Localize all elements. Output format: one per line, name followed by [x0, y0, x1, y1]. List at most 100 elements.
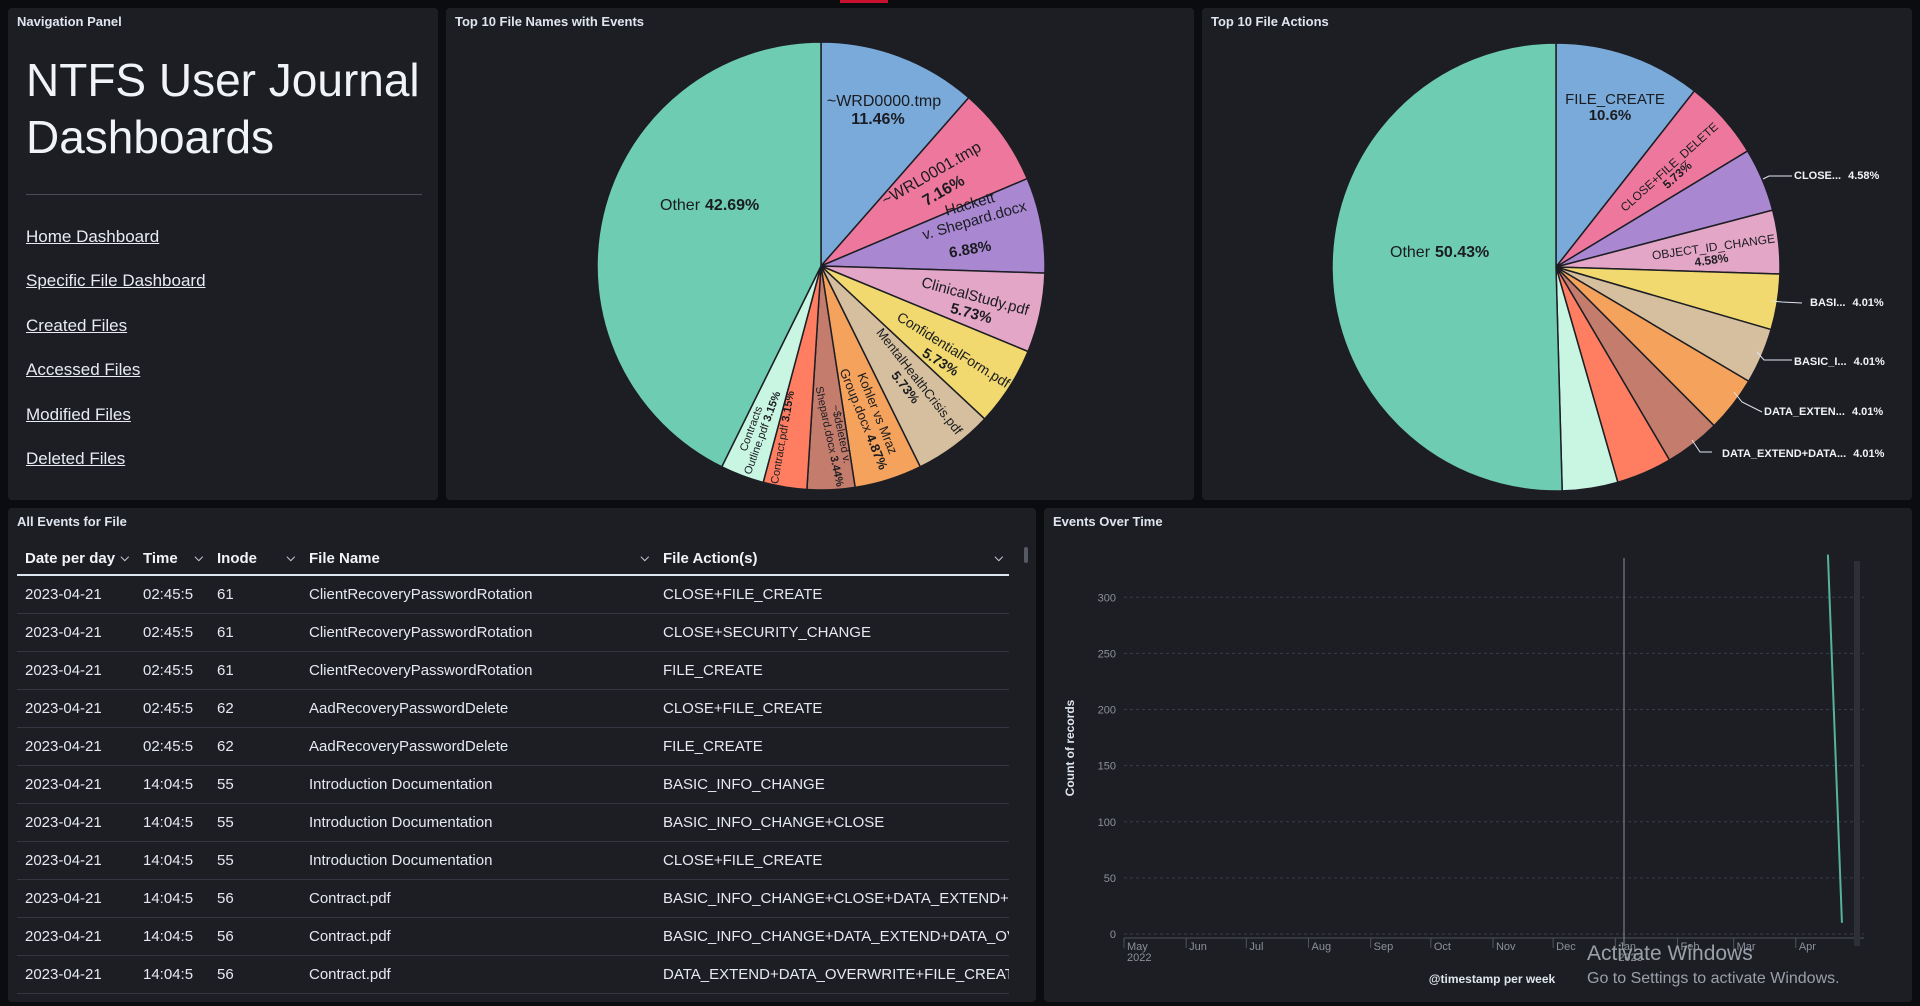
- table-row[interactable]: 2023-04-21 14:04:5 55 Introduction Document…: [17, 803, 1009, 842]
- cell-time: 14:04:5: [135, 765, 209, 804]
- panel-title: Events Over Time: [1053, 514, 1163, 529]
- table-row[interactable]: 2023-04-21 14:04:5 56 Contract.pdf BASIC_INF…: [17, 917, 1009, 956]
- slice-pct-wrd0000: 11.46%: [851, 111, 904, 128]
- outside-label-close: CLOSE... 4.58%: [1794, 170, 1880, 182]
- nav-link-accessed-files[interactable]: Accessed Files: [26, 360, 141, 380]
- outside-label-data-exten: DATA_EXTEN... 4.01%: [1764, 406, 1883, 418]
- column-header-file-name[interactable]: File Name ⌵: [301, 543, 655, 576]
- x-tick-label: Sep: [1374, 941, 1394, 953]
- y-tick-label: 300: [1098, 592, 1116, 604]
- y-tick-label: 100: [1098, 817, 1116, 829]
- cell-inode: 61: [209, 613, 301, 652]
- events-table: Date per day ⌵ Time ⌵ Inode ⌵ File Name ⌵ Fi…: [17, 543, 1009, 994]
- pie-slice-other[interactable]: [1331, 42, 1563, 492]
- x-tick-label: Jun: [1189, 941, 1207, 953]
- cell-time: 02:45:5: [135, 651, 209, 690]
- panel-title: Top 10 File Names with Events: [455, 14, 645, 29]
- pie-slice-other[interactable]: [596, 41, 822, 468]
- file-names-pie-chart[interactable]: Other 42.69% ~WRD0000.tmp 11.46% ~WRL0001…: [446, 8, 1194, 500]
- chevron-down-icon[interactable]: ⌵: [640, 552, 649, 564]
- cell-inode: 56: [209, 879, 301, 918]
- cell-time: 14:04:5: [135, 917, 209, 956]
- table-row[interactable]: 2023-04-21 02:45:5 61 ClientRecoveryPasswor…: [17, 651, 1009, 690]
- x-tick-label: Jul: [1249, 941, 1263, 953]
- cell-file-action: CLOSE+FILE_CREATE: [655, 575, 1009, 614]
- file-actions-pie-chart[interactable]: Other 50.43% FILE_CREATE 10.6% CLOSE+FILE…: [1202, 8, 1912, 500]
- cell-date: 2023-04-21: [17, 765, 135, 804]
- cell-file-name: Introduction Documentation: [301, 841, 655, 880]
- y-tick-label: 0: [1110, 929, 1116, 941]
- table-row[interactable]: 2023-04-21 14:04:5 55 Introduction Document…: [17, 841, 1009, 880]
- events-table-wrapper: Date per day ⌵ Time ⌵ Inode ⌵ File Name ⌵ Fi…: [17, 543, 1017, 994]
- x-tick-label: Apr: [1799, 941, 1816, 953]
- slice-label-wrd0000: ~WRD0000.tmp: [827, 93, 941, 110]
- top-accent-bar: [840, 0, 888, 3]
- divider: [26, 194, 422, 195]
- column-header-date[interactable]: Date per day ⌵: [17, 543, 135, 576]
- slice-label-other: Other 42.69%: [660, 197, 759, 214]
- table-row[interactable]: 2023-04-21 14:04:5 56 Contract.pdf BASIC_INF…: [17, 879, 1009, 918]
- outside-label-basi: BASI... 4.01%: [1810, 297, 1884, 309]
- table-row[interactable]: 2023-04-21 14:04:5 55 Introduction Document…: [17, 765, 1009, 804]
- column-header-time[interactable]: Time ⌵: [135, 543, 209, 576]
- cell-time: 14:04:5: [135, 955, 209, 994]
- column-header-inode[interactable]: Inode ⌵: [209, 543, 301, 576]
- x-year-label: 2022: [1127, 952, 1151, 964]
- current-week-band: [1854, 561, 1860, 946]
- cell-time: 14:04:5: [135, 841, 209, 880]
- cell-date: 2023-04-21: [17, 955, 135, 994]
- nav-link-modified-files[interactable]: Modified Files: [26, 404, 131, 424]
- nav-link-home-dashboard[interactable]: Home Dashboard: [26, 227, 160, 246]
- pie-slice-wrl0001-tmp[interactable]: [820, 96, 1029, 267]
- file-actions-pie-panel: Top 10 File Actions Other 50.43% FILE_CRE…: [1202, 8, 1912, 500]
- x-tick-label: Oct: [1434, 941, 1451, 953]
- cell-date: 2023-04-21: [17, 651, 135, 690]
- dashboard-heading: NTFS User Journal Dashboards: [26, 54, 420, 163]
- x-tick-label: Mar: [1737, 941, 1756, 953]
- cell-inode: 56: [209, 955, 301, 994]
- series-line[interactable]: [1826, 554, 1843, 923]
- table-scrollbar[interactable]: [1024, 547, 1028, 563]
- x-tick-label: Nov: [1496, 941, 1516, 953]
- cell-file-name: Contract.pdf: [301, 955, 655, 994]
- cell-file-action: BASIC_INFO_CHANGE+CLOSE: [655, 803, 1009, 842]
- cell-inode: 61: [209, 651, 301, 690]
- outside-label-basic-i: BASIC_I... 4.01%: [1794, 356, 1885, 368]
- cell-date: 2023-04-21: [17, 689, 135, 728]
- chevron-down-icon[interactable]: ⌵: [994, 552, 1003, 564]
- slice-label-file-create: FILE_CREATE: [1565, 91, 1665, 108]
- cell-file-action: DATA_EXTEND+DATA_OVERWRITE+FILE_CREATE: [655, 955, 1009, 994]
- x-tick-label: Feb: [1680, 941, 1699, 953]
- slice-pct-object-id: 4.58%: [1694, 251, 1730, 270]
- cell-inode: 61: [209, 575, 301, 614]
- activate-windows-title: Activate Windows: [1587, 942, 1753, 965]
- panel-title: Top 10 File Actions: [1211, 14, 1329, 29]
- chevron-down-icon[interactable]: ⌵: [194, 552, 203, 564]
- pie-slice-file-create[interactable]: [1555, 42, 1696, 270]
- nav-link-deleted-files[interactable]: Deleted Files: [26, 448, 126, 468]
- pie-slice-wrd0000-tmp[interactable]: [820, 41, 970, 268]
- chevron-down-icon[interactable]: ⌵: [286, 552, 295, 564]
- nav-link-specific-file-dashboard[interactable]: Specific File Dashboard: [26, 271, 206, 291]
- table-row[interactable]: 2023-04-21 02:45:5 61 ClientRecoveryPasswor…: [17, 613, 1009, 652]
- nav-links: Home Dashboard Specific File Dashboard C…: [26, 226, 206, 492]
- y-tick-label: 150: [1098, 761, 1116, 773]
- cell-inode: 55: [209, 803, 301, 842]
- cell-date: 2023-04-21: [17, 613, 135, 652]
- table-row[interactable]: 2023-04-21 02:45:5 62 AadRecoveryPasswordDe…: [17, 689, 1009, 728]
- outside-label-data-extend-data: DATA_EXTEND+DATA... 4.01%: [1722, 448, 1885, 460]
- cell-inode: 55: [209, 841, 301, 880]
- chevron-down-icon[interactable]: ⌵: [120, 552, 129, 564]
- cell-file-name: ClientRecoveryPasswordRotation: [301, 613, 655, 652]
- cell-date: 2023-04-21: [17, 917, 135, 956]
- table-row[interactable]: 2023-04-21 02:45:5 61 ClientRecoveryPasswor…: [17, 575, 1009, 614]
- nav-link-created-files[interactable]: Created Files: [26, 315, 128, 335]
- cell-time: 02:45:5: [135, 613, 209, 652]
- cell-file-action: FILE_CREATE: [655, 651, 1009, 690]
- table-row[interactable]: 2023-04-21 02:45:5 62 AadRecoveryPasswordDe…: [17, 727, 1009, 766]
- y-tick-label: 250: [1098, 648, 1116, 660]
- column-header-file-actions[interactable]: File Action(s) ⌵: [655, 543, 1009, 576]
- table-row[interactable]: 2023-04-21 14:04:5 56 Contract.pdf DATA_EXTE…: [17, 955, 1009, 994]
- x-axis-label: @timestamp per week: [1429, 972, 1556, 986]
